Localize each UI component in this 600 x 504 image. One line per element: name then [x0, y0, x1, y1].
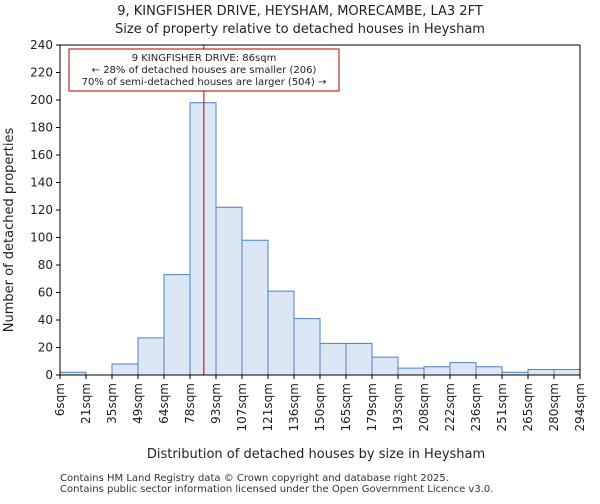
y-tick-label: 20 [38, 341, 53, 355]
x-tick-label: 179sqm [365, 383, 379, 431]
bar-136sqm [293, 318, 321, 376]
x-tick-label: 265sqm [521, 383, 535, 431]
y-tick-label: 60 [38, 286, 53, 300]
bar-49sqm [137, 337, 165, 376]
bars-group [59, 102, 581, 376]
x-tick-label: 251sqm [495, 383, 509, 431]
x-tick-label: 6sqm [53, 383, 67, 416]
y-tick-label: 80 [38, 258, 53, 272]
bar-280sqm [553, 369, 581, 376]
x-tick-label: 208sqm [417, 383, 431, 431]
y-tick-label: 160 [30, 148, 53, 162]
y-tick-label: 100 [30, 231, 53, 245]
footer-line-1: Contains HM Land Registry data © Crown c… [60, 473, 449, 484]
x-tick-label: 107sqm [235, 383, 249, 431]
chart-title-line-2: Size of property relative to detached ho… [115, 22, 485, 37]
x-tick-label: 78sqm [183, 383, 197, 424]
x-tick-label: 294sqm [573, 383, 587, 431]
annotation-line-2: ← 28% of detached houses are smaller (20… [92, 65, 317, 76]
bar-222sqm [449, 362, 477, 376]
bar-121sqm [267, 290, 295, 376]
bar-179sqm [371, 356, 399, 376]
bar-236sqm [475, 366, 503, 376]
x-tick-label: 49sqm [131, 383, 145, 424]
x-tick-label: 93sqm [209, 383, 223, 424]
x-axis-label: Distribution of detached houses by size … [147, 447, 485, 462]
x-tick-label: 280sqm [547, 383, 561, 431]
x-tick-label: 236sqm [469, 383, 483, 431]
chart-title-line-1: 9, KINGFISHER DRIVE, HEYSHAM, MORECAMBE,… [117, 4, 483, 19]
y-tick-label: 220 [30, 66, 53, 80]
x-tick-label: 21sqm [79, 383, 93, 424]
y-tick-label: 0 [45, 368, 53, 382]
bar-35sqm [111, 363, 139, 376]
bar-64sqm [163, 274, 191, 376]
y-tick-label: 180 [30, 121, 53, 135]
y-axis-label: Number of detached properties [2, 128, 17, 333]
annotation-line-1: 9 KINGFISHER DRIVE: 86sqm [132, 53, 277, 64]
x-ticks-group: 6sqm 21sqm 35sqm 49sqm 64sqm 78sqm 93sqm 107sqm… [53, 375, 587, 431]
bar-165sqm [345, 342, 373, 376]
bar-107sqm [241, 239, 269, 376]
y-tick-label: 120 [30, 203, 53, 217]
bar-265sqm [527, 369, 555, 376]
x-tick-label: 35sqm [105, 383, 119, 424]
annotation-line-3: 70% of semi-detached houses are larger (… [82, 77, 327, 88]
x-tick-label: 64sqm [157, 383, 171, 424]
annotation-border [68, 48, 340, 92]
x-tick-label: 150sqm [313, 383, 327, 431]
bar-193sqm [397, 367, 425, 376]
x-tick-label: 121sqm [261, 383, 275, 431]
x-tick-label: 165sqm [339, 383, 353, 431]
x-tick-label: 222sqm [443, 383, 457, 431]
bar-150sqm [319, 342, 347, 376]
y-tick-label: 140 [30, 176, 53, 190]
x-tick-label: 136sqm [287, 383, 301, 431]
footer-line-2: Contains public sector information licen… [60, 484, 494, 495]
y-ticks-group: 0 20 40 60 80 100 120 140 160 180 200 220 240 [30, 38, 60, 382]
annotation-box: 9 KINGFISHER DRIVE: 86sqm ← 28% of detac… [68, 48, 340, 92]
bar-78sqm [189, 102, 217, 376]
y-tick-label: 200 [30, 93, 53, 107]
bar-93sqm [215, 206, 243, 376]
y-tick-label: 240 [30, 38, 53, 52]
x-tick-label: 193sqm [391, 383, 405, 431]
y-tick-label: 40 [38, 313, 53, 327]
bar-208sqm [423, 366, 451, 376]
